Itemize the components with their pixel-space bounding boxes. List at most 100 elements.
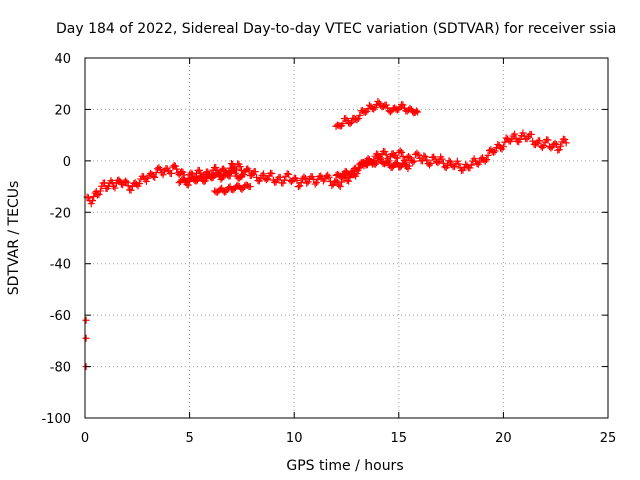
data-point <box>111 184 119 192</box>
data-point <box>476 158 484 166</box>
series-offset-band <box>332 154 413 181</box>
y-tick-label: -80 <box>50 361 71 376</box>
y-axis-label: SDTVAR / TECUs <box>6 181 22 296</box>
data-point <box>87 200 95 208</box>
data-point <box>555 146 563 154</box>
data-point <box>455 160 463 168</box>
data-point <box>381 148 389 156</box>
data-point <box>414 108 422 116</box>
data-point <box>557 142 565 150</box>
data-point <box>552 140 560 148</box>
data-point <box>516 135 524 143</box>
plot-frame <box>84 57 609 419</box>
data-point <box>356 111 364 119</box>
data-point <box>293 176 301 184</box>
grid-lines <box>85 58 608 418</box>
data-point <box>94 191 102 199</box>
data-point <box>405 162 413 170</box>
data-point <box>396 147 404 155</box>
data-point <box>439 159 447 167</box>
data-point <box>423 156 431 164</box>
data-point <box>494 140 502 148</box>
data-point <box>339 120 347 128</box>
data-point <box>276 173 284 181</box>
data-point <box>246 183 254 191</box>
data-point <box>544 136 552 144</box>
y-tick-label: -100 <box>41 412 71 427</box>
x-tick-label: 25 <box>600 431 617 446</box>
x-tick-label: 5 <box>185 431 193 446</box>
data-point <box>483 156 491 164</box>
y-axis-ticks: -100 -80 -60 -40 -20 0 20 40 <box>41 52 608 427</box>
series-short-segment <box>211 181 254 196</box>
data-point <box>253 173 261 181</box>
data-point <box>238 172 246 180</box>
y-tick-label: 40 <box>54 52 71 67</box>
data-point <box>297 179 305 187</box>
data-point <box>121 177 129 185</box>
data-point <box>554 146 562 154</box>
data-point <box>268 170 276 178</box>
data-point <box>405 152 413 160</box>
data-point <box>425 161 433 169</box>
data-point <box>262 176 270 184</box>
data-point <box>512 134 520 142</box>
data-point <box>508 135 516 143</box>
data-point <box>149 172 157 180</box>
data-point <box>499 143 507 151</box>
y-tick-label: 0 <box>63 155 71 170</box>
data-point <box>144 174 152 182</box>
data-point <box>445 157 453 165</box>
data-point <box>167 169 175 177</box>
data-point <box>226 172 234 180</box>
data-point <box>438 155 446 163</box>
data-point <box>347 118 355 126</box>
data-point <box>127 186 135 194</box>
series-upper-band <box>332 97 422 130</box>
data-point <box>375 154 383 162</box>
data-point <box>382 151 390 159</box>
data-point <box>213 169 221 177</box>
data-point <box>156 165 164 173</box>
x-axis-label: GPS time / hours <box>286 458 403 474</box>
data-point <box>285 170 293 178</box>
x-tick-label: 15 <box>391 431 408 446</box>
data-point <box>236 163 244 171</box>
data-point <box>311 180 319 188</box>
data-point <box>173 165 181 173</box>
data-point <box>303 179 311 187</box>
data-point <box>151 173 159 181</box>
data-point <box>96 187 104 195</box>
data-point <box>142 177 150 185</box>
data-point <box>301 174 309 182</box>
x-tick-label: 20 <box>495 431 512 446</box>
data-point <box>561 136 569 144</box>
data-point <box>361 108 369 116</box>
data-point <box>90 192 98 200</box>
data-point <box>399 101 407 109</box>
data-point <box>124 182 132 190</box>
data-point <box>159 171 167 179</box>
data-point <box>251 168 259 176</box>
x-tick-label: 0 <box>81 431 89 446</box>
data-point <box>393 159 401 167</box>
data-point <box>353 116 361 124</box>
data-point <box>481 157 489 165</box>
data-point <box>170 161 178 169</box>
series-main-band <box>83 129 570 208</box>
data-point <box>260 170 268 178</box>
data-point <box>135 180 143 188</box>
data-point <box>82 316 90 324</box>
data-point <box>412 107 420 115</box>
data-point <box>398 148 406 156</box>
series-outliers <box>82 316 90 371</box>
data-point <box>519 129 527 137</box>
data-point <box>245 167 253 175</box>
data-point <box>336 182 344 190</box>
data-point <box>82 334 90 342</box>
data-point <box>95 190 103 198</box>
data-point <box>304 178 312 186</box>
data-point <box>421 153 429 161</box>
data-point <box>419 157 427 165</box>
data-point <box>345 177 353 185</box>
